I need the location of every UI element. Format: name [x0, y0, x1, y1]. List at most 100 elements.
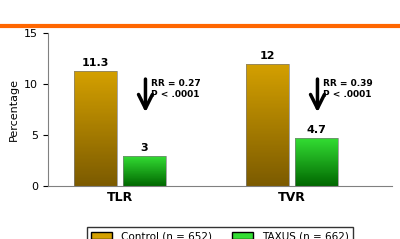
Bar [246, 120, 289, 122]
Bar [246, 175, 289, 177]
Bar [74, 103, 117, 105]
Bar [74, 114, 117, 115]
Bar [294, 152, 338, 153]
Bar [246, 179, 289, 180]
Bar [294, 176, 338, 177]
Bar [246, 81, 289, 82]
Bar [246, 159, 289, 161]
Bar [246, 114, 289, 115]
Bar [74, 75, 117, 76]
Bar [246, 107, 289, 108]
Bar [246, 86, 289, 87]
Bar [74, 71, 117, 72]
Bar [246, 68, 289, 69]
Bar [74, 155, 117, 157]
Bar [294, 185, 338, 186]
Bar [122, 179, 166, 180]
Bar [74, 163, 117, 164]
Bar [246, 79, 289, 80]
Text: 4.7: 4.7 [306, 125, 326, 136]
Bar [74, 179, 117, 181]
Bar [246, 164, 289, 166]
Bar [294, 184, 338, 185]
Bar [294, 149, 338, 150]
Bar [122, 164, 166, 165]
Bar [246, 134, 289, 135]
Bar [246, 123, 289, 124]
Bar [246, 140, 289, 141]
Bar [294, 155, 338, 156]
Bar [246, 113, 289, 114]
Y-axis label: Percentage: Percentage [9, 78, 19, 141]
Bar [74, 92, 117, 93]
Bar [246, 184, 289, 185]
Bar [246, 87, 289, 88]
Bar [246, 109, 289, 111]
Bar [74, 185, 117, 186]
Bar [246, 115, 289, 117]
Bar [74, 113, 117, 114]
Bar [246, 117, 289, 118]
Bar [74, 170, 117, 171]
Bar [74, 119, 117, 120]
Bar [74, 83, 117, 84]
Bar [246, 145, 289, 146]
Bar [294, 177, 338, 178]
Bar [246, 144, 289, 145]
Bar [122, 163, 166, 164]
Bar [74, 109, 117, 110]
Bar [294, 169, 338, 170]
Bar [294, 146, 338, 147]
Bar [122, 156, 166, 186]
Bar [294, 163, 338, 164]
Bar [74, 136, 117, 137]
Bar [246, 118, 289, 119]
Bar [74, 138, 117, 139]
Bar [294, 160, 338, 161]
Bar [74, 176, 117, 177]
Bar [246, 95, 289, 96]
Bar [246, 131, 289, 133]
Bar [294, 179, 338, 180]
Bar [246, 185, 289, 186]
Bar [294, 158, 338, 159]
Bar [74, 112, 117, 113]
Bar [294, 181, 338, 182]
Bar [122, 161, 166, 162]
Bar [294, 143, 338, 144]
Bar [74, 93, 117, 94]
Bar [74, 94, 117, 95]
Bar [246, 172, 289, 173]
Bar [74, 90, 117, 91]
Bar [74, 133, 117, 135]
Bar [74, 87, 117, 88]
Bar [294, 156, 338, 157]
Bar [74, 98, 117, 99]
Bar [122, 182, 166, 183]
Bar [246, 104, 289, 106]
Bar [74, 169, 117, 170]
Text: RR = 0.39
P < .0001: RR = 0.39 P < .0001 [323, 79, 373, 99]
Bar [74, 125, 117, 126]
Bar [74, 164, 117, 166]
Bar [246, 151, 289, 152]
Bar [246, 99, 289, 101]
Bar [246, 92, 289, 93]
Bar [246, 130, 289, 131]
Bar [246, 167, 289, 168]
Bar [74, 132, 117, 133]
Bar [74, 141, 117, 143]
Bar [246, 64, 289, 186]
Bar [122, 169, 166, 170]
Bar [246, 126, 289, 128]
Bar [74, 95, 117, 97]
Bar [246, 141, 289, 142]
Bar [246, 177, 289, 178]
Bar [74, 120, 117, 121]
Bar [74, 181, 117, 182]
Bar [74, 80, 117, 81]
Bar [246, 65, 289, 66]
Bar [246, 135, 289, 136]
Bar [74, 106, 117, 107]
Bar [246, 139, 289, 140]
